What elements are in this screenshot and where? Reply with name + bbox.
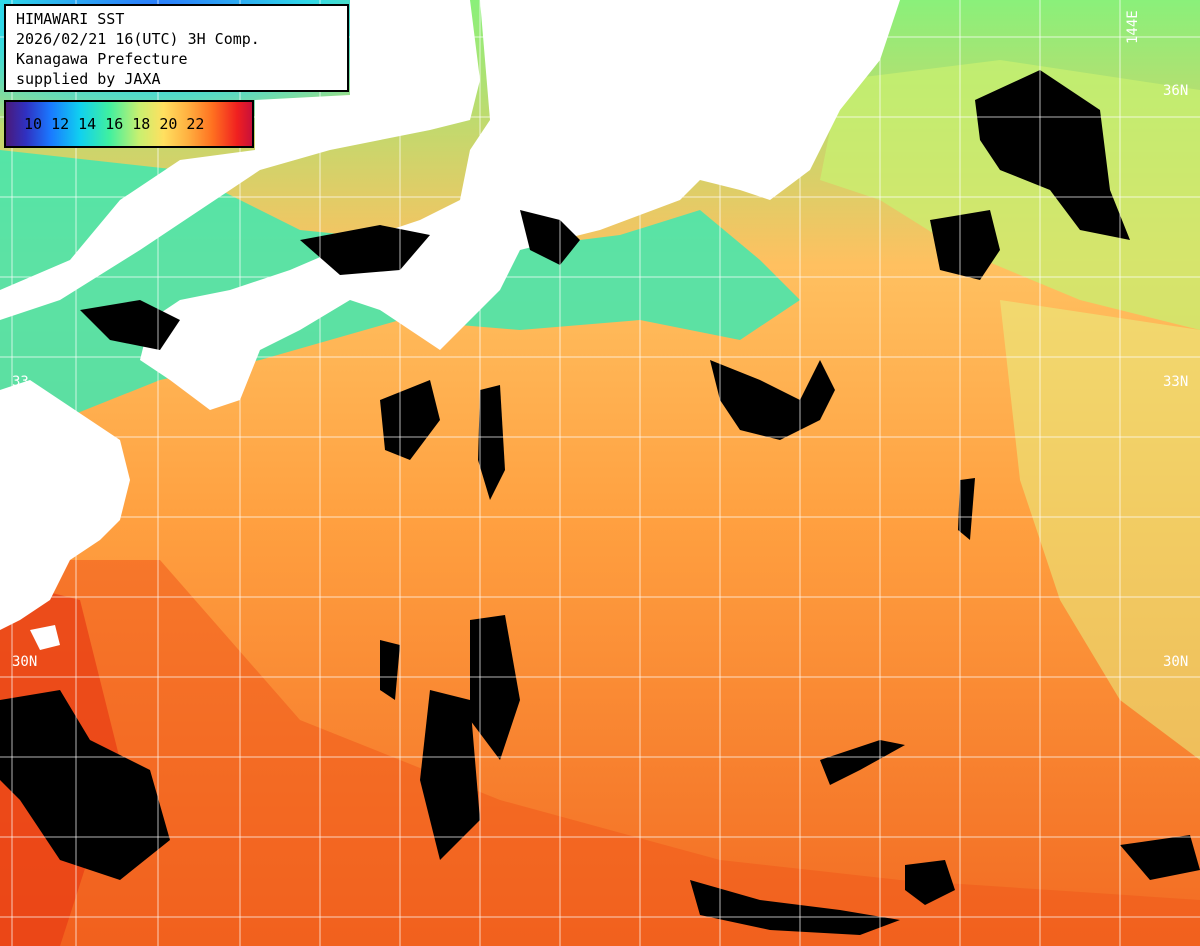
cloud-shikoku-west [80,300,180,350]
cloud-south-blob [905,860,955,905]
lat-label-33n-right: 33N [1163,374,1188,390]
legend-tick: 16 [105,115,124,133]
land-honshu [140,0,900,410]
color-legend: 10 12 14 16 18 20 22 [4,100,254,148]
cloud-southwest [0,690,170,880]
legend-tick: 22 [186,115,205,133]
cloud-setouchi [300,225,430,275]
cloud-south-2 [470,615,520,760]
lon-label-144e: 144E [1125,10,1141,44]
cloud-south-3 [420,690,480,860]
cloud-south-1 [380,380,440,460]
warm-water-south [0,560,1200,946]
east-cool-water [820,60,1200,330]
cloud-mid-streak [820,740,905,785]
cloud-eddy [710,360,835,440]
timestamp: 2026/02/21 16(UTC) 3H Comp. [16,30,260,48]
cloud-kii [520,210,580,265]
east-mild-water [1000,300,1200,760]
credit: supplied by JAXA [16,70,161,88]
legend-tick: 18 [132,115,151,133]
lat-label-33-left: 33 [12,374,29,390]
info-box: HIMAWARI SST 2026/02/21 16(UTC) 3H Comp.… [4,4,349,92]
cloud-east-patch [930,210,1000,280]
lon-label-136e: 136E [485,10,501,44]
lat-label-30n-left: 30N [12,654,37,670]
cloud-south-streak [690,880,900,935]
cloud-south-4 [478,385,505,500]
product-title: HIMAWARI SST [16,10,125,28]
lat-label-30n-right: 30N [1163,654,1188,670]
cloud-east-thin [958,478,975,540]
legend-tick: 12 [51,115,70,133]
cloud-south-5 [380,640,400,700]
legend-tick: 20 [159,115,178,133]
lat-label-36n: 36N [1163,83,1188,99]
prefecture: Kanagawa Prefecture [16,50,188,68]
land-tanegashima [30,625,60,650]
legend-tick: 14 [78,115,97,133]
cloud-southeast [1120,835,1200,880]
legend-tick: 10 [24,115,43,133]
land-kyushu [0,380,130,630]
